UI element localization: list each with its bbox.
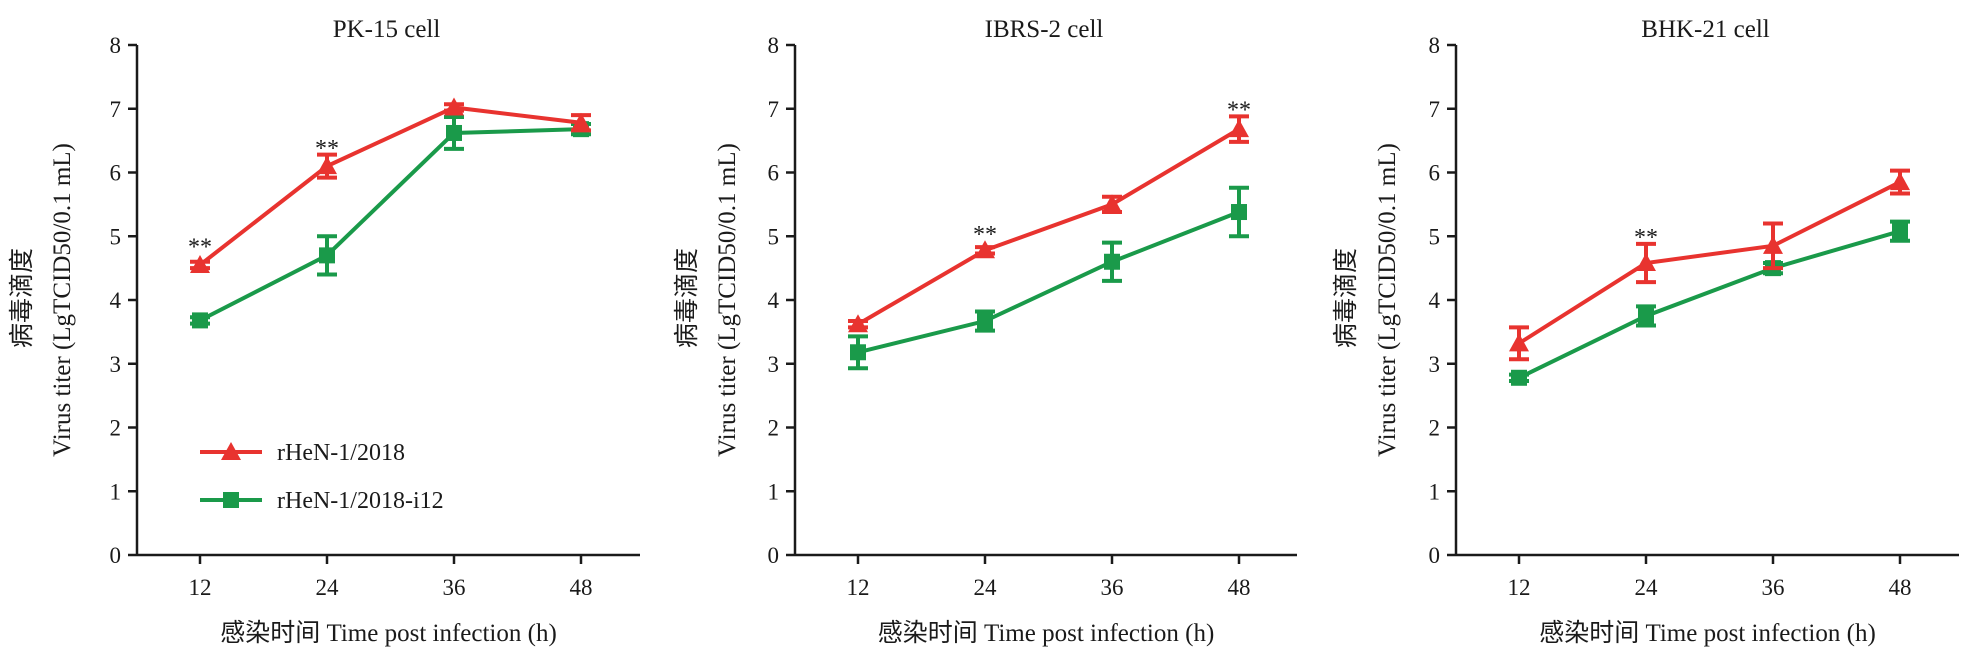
data-point-triangle — [975, 240, 995, 259]
data-point-square — [446, 124, 462, 141]
y-tick-label: 0 — [1429, 543, 1441, 568]
x-tick-label: 36 — [1101, 575, 1124, 600]
y-tick-label: 8 — [1429, 33, 1441, 58]
significance-marker: ** — [1634, 225, 1658, 251]
y-tick-label: 2 — [1429, 416, 1441, 441]
legend-label: rHeN-1/2018-i12 — [277, 488, 444, 514]
data-point-triangle — [1763, 235, 1783, 254]
series-rhen-1-2018-i12 — [1509, 219, 1910, 386]
data-point-square — [1231, 204, 1247, 221]
legend-label: rHeN-1/2018 — [277, 440, 405, 466]
series-rhen-1-2018 — [848, 114, 1249, 333]
series-line — [1518, 229, 1901, 380]
data-point-square — [850, 344, 866, 361]
series-line — [856, 127, 1241, 326]
series-rhen-1-2018-i12 — [848, 185, 1249, 371]
y-tick-label: 8 — [110, 33, 122, 58]
y-tick-label: 6 — [110, 161, 122, 186]
x-tick-label: 48 — [1889, 575, 1912, 600]
y-axis-label: Virus titer (LgTCID50/0.1 mL) — [49, 143, 76, 457]
data-point-triangle — [1102, 194, 1122, 213]
data-point-square — [1511, 369, 1527, 386]
x-tick-label: 12 — [189, 575, 212, 600]
series-rhen-1-2018 — [190, 97, 591, 273]
y-axis-label-chinese: 病毒滴度 — [8, 248, 36, 348]
significance-marker: ** — [315, 136, 339, 162]
y-tick-label: 0 — [110, 543, 122, 568]
y-tick-label: 3 — [768, 352, 780, 377]
chart-title: PK-15 cell — [333, 16, 441, 43]
data-point-triangle — [190, 254, 210, 273]
x-axis-label: 感染时间 Time post infection (h) — [878, 619, 1215, 647]
series-line — [198, 105, 582, 267]
y-axis-label-chinese: 病毒滴度 — [673, 248, 701, 348]
y-tick-label: 6 — [768, 161, 780, 186]
data-point-triangle — [444, 97, 464, 116]
series-line — [199, 127, 582, 323]
x-tick-label: 24 — [1635, 575, 1659, 600]
y-tick-label: 7 — [1429, 97, 1441, 122]
y-axis-label-chinese: 病毒滴度 — [1332, 248, 1360, 348]
y-tick-label: 8 — [768, 33, 780, 58]
data-point-square — [1104, 253, 1120, 270]
x-tick-label: 12 — [847, 575, 870, 600]
chart-title: IBRS-2 cell — [985, 16, 1104, 43]
data-point-triangle — [317, 156, 337, 175]
data-point-square — [1892, 223, 1908, 240]
data-point-triangle — [1509, 333, 1529, 352]
y-tick-label: 1 — [768, 479, 780, 504]
significance-marker: ** — [973, 222, 997, 248]
chart-title: BHK-21 cell — [1641, 16, 1769, 43]
y-tick-label: 1 — [1429, 479, 1441, 504]
series-rhen-1-2018-i12 — [190, 115, 591, 329]
legend: rHeN-1/2018 rHeN-1/2018-i12 — [200, 440, 444, 514]
series-line — [857, 210, 1240, 355]
x-axis-label: 感染时间 Time post infection (h) — [1539, 619, 1876, 647]
y-tick-label: 3 — [1429, 352, 1441, 377]
series-rhen-1-2018 — [1509, 168, 1910, 362]
y-tick-label: 4 — [110, 288, 122, 313]
y-tick-label: 5 — [110, 224, 122, 249]
y-tick-label: 7 — [110, 97, 122, 122]
y-tick-label: 5 — [1429, 224, 1441, 249]
x-tick-label: 36 — [1762, 575, 1785, 600]
data-point-triangle — [571, 112, 591, 131]
y-tick-label: 6 — [1429, 161, 1441, 186]
significance-marker: ** — [188, 235, 212, 261]
data-point-square — [1638, 307, 1654, 324]
y-tick-label: 2 — [110, 416, 122, 441]
y-tick-label: 1 — [110, 479, 122, 504]
data-point-triangle — [1890, 172, 1910, 191]
significance-marker: ** — [1227, 98, 1251, 124]
series-line — [1517, 180, 1901, 346]
y-tick-label: 3 — [110, 352, 122, 377]
y-tick-label: 4 — [1429, 288, 1441, 313]
data-point-triangle — [1636, 253, 1656, 272]
y-tick-label: 0 — [768, 543, 780, 568]
y-tick-label: 2 — [768, 416, 780, 441]
x-tick-label: 12 — [1508, 575, 1531, 600]
data-point-triangle — [848, 314, 868, 333]
y-axis-label: Virus titer (LgTCID50/0.1 mL) — [714, 143, 741, 457]
legend-marker-triangle — [221, 442, 241, 460]
x-tick-label: 24 — [316, 575, 340, 600]
data-point-triangle — [1229, 119, 1249, 138]
data-point-square — [319, 247, 335, 264]
legend-marker-square — [223, 492, 239, 508]
y-tick-label: 4 — [768, 288, 780, 313]
y-tick-label: 7 — [768, 97, 780, 122]
x-tick-label: 48 — [1228, 575, 1251, 600]
data-point-square — [192, 312, 208, 329]
data-point-square — [977, 313, 993, 330]
x-axis-label: 感染时间 Time post infection (h) — [220, 619, 557, 647]
y-axis-label: Virus titer (LgTCID50/0.1 mL) — [1374, 143, 1401, 457]
x-tick-label: 48 — [570, 575, 593, 600]
x-tick-label: 36 — [443, 575, 466, 600]
x-tick-label: 24 — [974, 575, 998, 600]
y-tick-label: 5 — [768, 224, 780, 249]
